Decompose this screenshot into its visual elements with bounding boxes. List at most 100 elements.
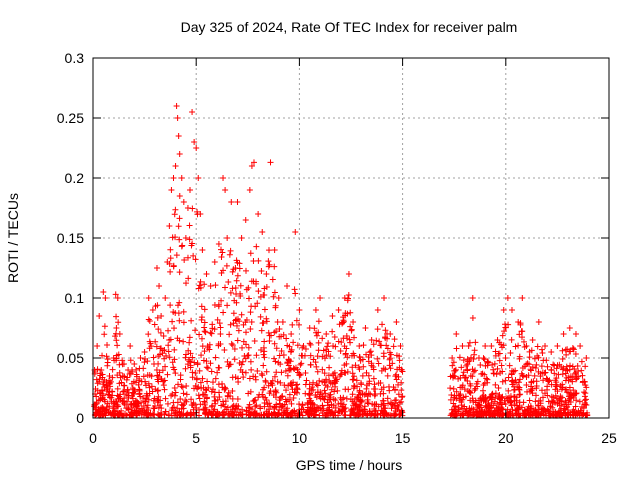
data-point (137, 355, 144, 361)
data-point (347, 396, 354, 403)
data-point (311, 325, 318, 332)
data-point (470, 356, 477, 363)
data-point (471, 351, 478, 358)
data-point (331, 334, 338, 341)
data-point (283, 335, 290, 342)
data-point (519, 372, 526, 379)
data-point (364, 396, 371, 403)
data-point (286, 366, 293, 373)
data-point (319, 335, 326, 342)
data-point (508, 336, 515, 343)
data-point (499, 401, 506, 408)
data-point (334, 387, 341, 394)
data-point (237, 290, 244, 297)
data-point (100, 289, 107, 295)
data-point (275, 359, 282, 366)
data-point (392, 373, 399, 380)
data-point (224, 235, 231, 241)
data-point (470, 406, 477, 413)
data-point (387, 355, 394, 362)
data-point (232, 374, 239, 381)
data-point (165, 342, 172, 349)
data-point (234, 337, 241, 344)
data-point (456, 395, 463, 402)
data-point (203, 394, 210, 401)
data-point (177, 395, 184, 402)
data-point (248, 278, 255, 285)
data-point (271, 373, 278, 380)
data-point (208, 403, 215, 410)
data-point (172, 309, 179, 316)
data-point (354, 383, 361, 390)
data-point (381, 295, 388, 301)
data-point (467, 390, 474, 397)
data-point (143, 395, 150, 402)
data-point (499, 332, 506, 339)
data-point (136, 391, 143, 398)
data-point (184, 254, 191, 261)
data-point (104, 356, 111, 363)
data-point (245, 352, 252, 359)
data-point (327, 353, 334, 360)
data-point (286, 396, 293, 403)
data-point (562, 377, 569, 384)
data-point (296, 307, 303, 313)
x-axis-label: GPS time / hours (296, 457, 403, 473)
data-point (288, 331, 295, 337)
data-point (577, 407, 584, 414)
data-point (260, 362, 267, 369)
data-point (459, 343, 466, 349)
data-point (579, 372, 586, 379)
data-point (495, 393, 502, 400)
data-point (206, 346, 213, 353)
data-point (171, 384, 178, 391)
data-point (257, 293, 264, 300)
data-point (378, 386, 385, 393)
data-point (494, 365, 501, 372)
data-point (325, 372, 332, 379)
data-point (313, 381, 320, 388)
data-point (208, 330, 215, 337)
data-point (319, 353, 326, 360)
data-point (110, 410, 117, 417)
data-point (289, 321, 296, 328)
data-point (186, 339, 193, 346)
data-point (195, 175, 202, 181)
data-point (552, 392, 559, 399)
data-point (109, 388, 116, 395)
data-point (365, 358, 372, 365)
data-point (502, 324, 509, 331)
data-point (314, 382, 321, 389)
data-point (377, 379, 384, 386)
data-point (560, 365, 567, 372)
data-point (261, 412, 268, 419)
data-point (319, 378, 326, 385)
data-point (114, 295, 121, 301)
data-point (201, 319, 208, 326)
data-point (190, 400, 197, 407)
data-point (240, 338, 247, 345)
data-point (572, 412, 579, 419)
data-point (349, 364, 356, 371)
data-point (175, 133, 182, 139)
data-point (255, 257, 262, 264)
data-point (492, 390, 499, 397)
data-point (155, 353, 162, 360)
y-axis-label: ROTI / TECUs (5, 193, 21, 283)
data-point (363, 385, 370, 392)
data-point (212, 282, 219, 289)
data-point (261, 285, 268, 292)
data-point (180, 199, 187, 205)
data-point (272, 411, 279, 418)
data-point (167, 302, 174, 309)
data-point (373, 401, 380, 408)
data-point (512, 343, 519, 350)
data-point (170, 364, 177, 371)
data-point (154, 302, 161, 309)
data-point (171, 356, 178, 363)
data-point (351, 334, 358, 341)
data-point (120, 388, 127, 395)
data-point (201, 328, 208, 335)
data-point (129, 385, 136, 392)
data-point (508, 367, 515, 374)
